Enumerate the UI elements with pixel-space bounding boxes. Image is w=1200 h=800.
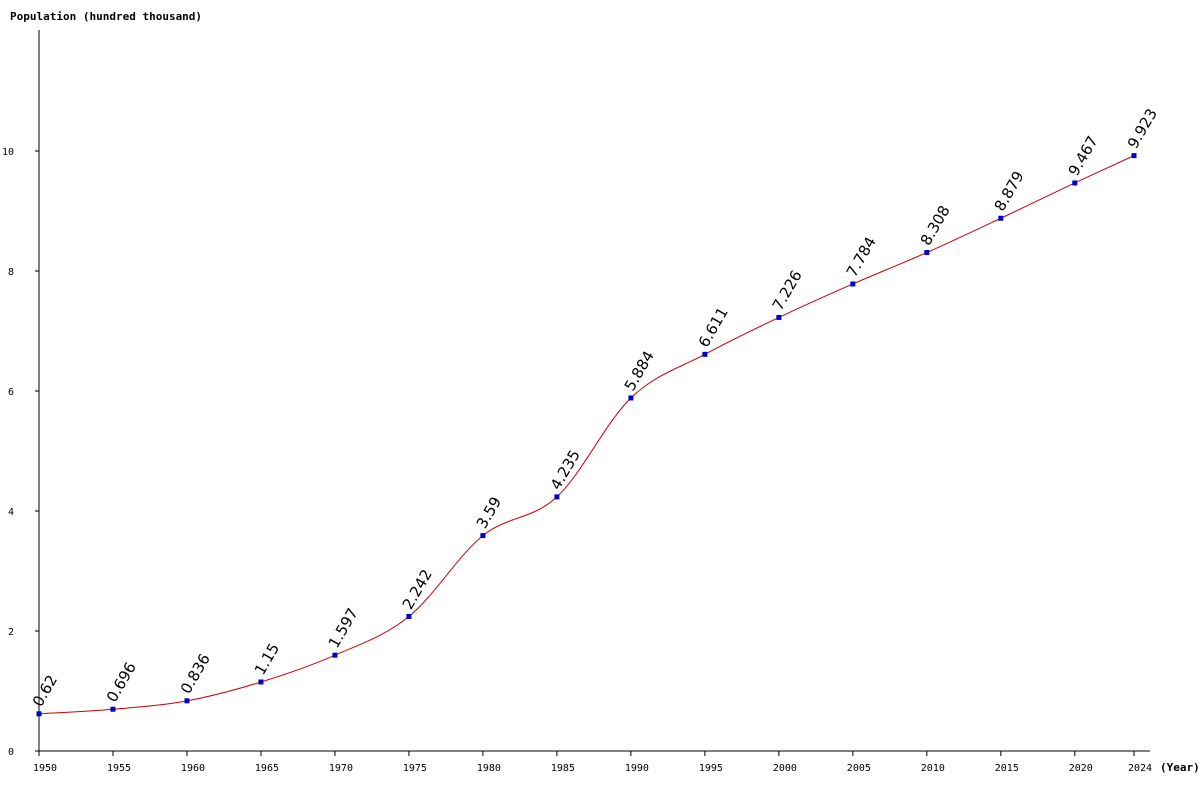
data-point-marker [480, 533, 486, 539]
x-tick-label: 1975 [403, 763, 427, 774]
data-point-marker [702, 351, 708, 357]
data-point-marker [406, 613, 412, 619]
data-labels: 0.62 0.696 0.836 1.15 1.597 2.242 3.59 4.235 5.8… [29, 105, 1161, 709]
data-point-label: 7.784 [843, 234, 880, 280]
x-tick-label: 2015 [995, 763, 1019, 774]
x-tick-label: 1980 [477, 763, 501, 774]
y-tick-label: 4 [8, 507, 14, 518]
x-tick-label: 2020 [1069, 763, 1093, 774]
data-point-label: 8.308 [917, 202, 954, 248]
data-point-marker [258, 679, 264, 685]
data-point-label: 0.836 [177, 651, 214, 697]
data-point-label: 2.242 [399, 566, 436, 612]
data-point-marker [924, 250, 930, 256]
x-axis-title: (Year) [1160, 761, 1200, 774]
population-series-line [38, 155, 1135, 715]
y-tick-label: 10 [2, 147, 14, 158]
data-point-marker [850, 281, 856, 287]
x-tick-label: 2000 [773, 763, 797, 774]
data-point-marker [998, 215, 1004, 221]
x-tick-label: 1960 [181, 763, 205, 774]
y-tick-label: 8 [8, 267, 14, 278]
x-tick-label: 1950 [33, 763, 57, 774]
data-point-marker [184, 698, 190, 704]
x-tick-label: 2010 [921, 763, 945, 774]
data-point-label: 9.467 [1065, 133, 1102, 179]
x-tick-label: 1965 [255, 763, 279, 774]
data-point-marker [1072, 180, 1078, 186]
data-point-marker [110, 706, 116, 712]
data-point-label: 0.696 [103, 659, 140, 705]
x-tick-label: 2024 [1128, 763, 1152, 774]
data-point-marker [554, 494, 560, 500]
data-point-label: 9.923 [1124, 105, 1161, 151]
x-tick-label: 1985 [551, 763, 575, 774]
data-point-label: 0.62 [29, 672, 61, 710]
x-tick-label: 1995 [699, 763, 723, 774]
data-point-marker [332, 652, 338, 658]
data-point-label: 4.235 [547, 447, 584, 493]
x-tick-label: 1955 [107, 763, 131, 774]
y-tick-label: 2 [8, 627, 14, 638]
x-ticks: 1950 1955 1960 1965 1970 1975 1980 1985 1990 1995… [33, 751, 1152, 774]
data-point-label: 3.59 [473, 494, 505, 532]
data-point-marker [776, 314, 782, 320]
data-point-label: 8.879 [991, 168, 1028, 214]
data-point-label: 7.226 [769, 267, 806, 313]
data-point-marker [628, 395, 634, 401]
data-point-label: 5.884 [621, 348, 658, 394]
data-point-label: 1.597 [325, 605, 362, 651]
data-point-marker [36, 711, 42, 717]
y-tick-label: 6 [8, 387, 14, 398]
y-ticks: 0 2 4 6 8 10 [2, 147, 39, 758]
x-tick-label: 1970 [329, 763, 353, 774]
x-tick-label: 2005 [847, 763, 871, 774]
y-tick-label: 0 [8, 747, 14, 758]
data-point-marker [1131, 153, 1137, 159]
data-markers [36, 153, 1137, 717]
x-tick-label: 1990 [625, 763, 649, 774]
data-point-label: 1.15 [251, 640, 283, 678]
y-axis-title: Population (hundred thousand) [10, 10, 202, 23]
